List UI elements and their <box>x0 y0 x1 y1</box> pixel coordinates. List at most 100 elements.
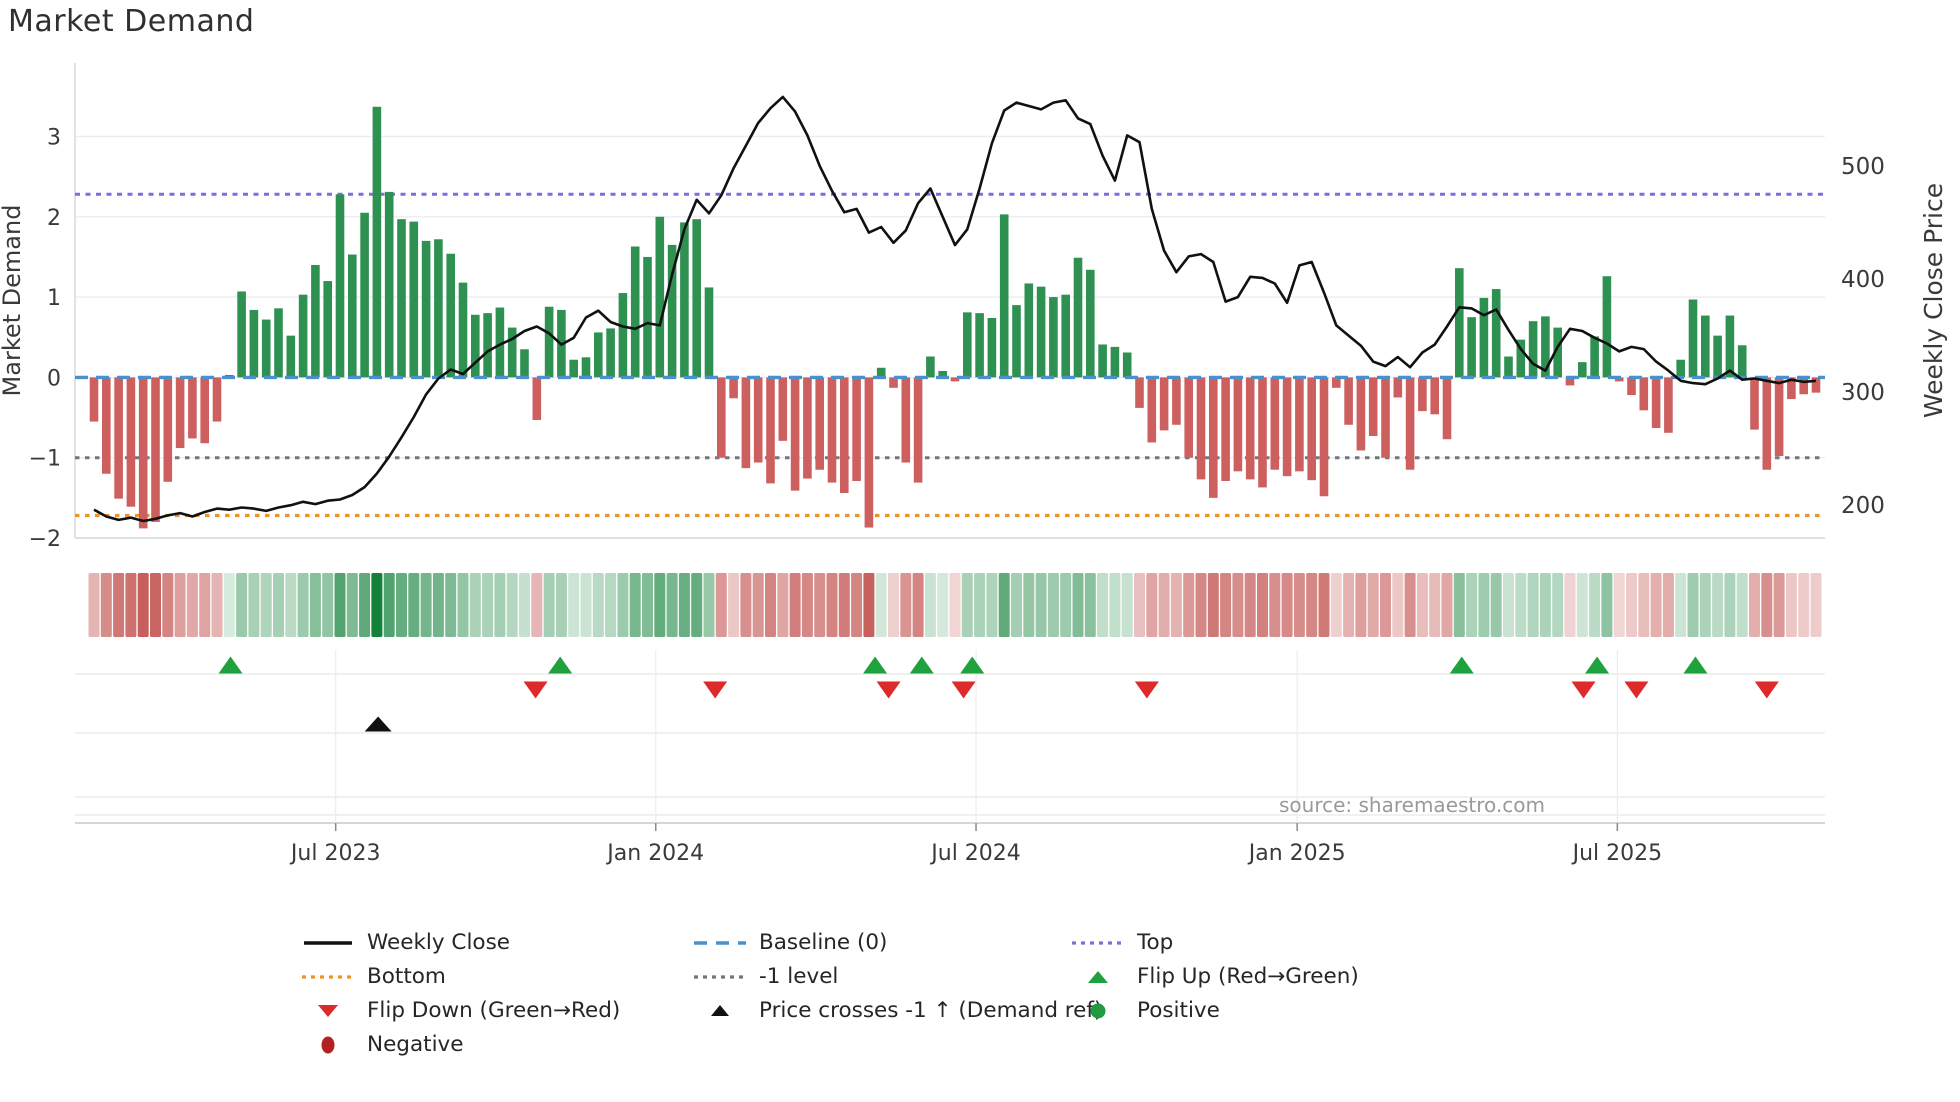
flip-up-marker <box>548 656 573 674</box>
x-tick-label: Jan 2025 <box>1247 841 1346 866</box>
heatmap-cell <box>1576 573 1588 637</box>
y-left-tick-label: 2 <box>47 206 61 231</box>
demand-bar <box>163 377 173 482</box>
demand-bar <box>1196 377 1206 480</box>
heatmap-cell <box>420 573 432 637</box>
legend-item: -1 level <box>692 964 1070 989</box>
heatmap-cell <box>924 573 936 637</box>
heatmap-cell <box>1207 573 1219 637</box>
demand-bar <box>926 356 935 378</box>
demand-bar <box>1295 377 1304 472</box>
heatmap-cell <box>875 573 887 637</box>
heatmap-cell <box>715 573 727 637</box>
heatmap-cell <box>1761 573 1773 637</box>
demand-bar <box>200 377 209 444</box>
demand-bar <box>532 377 542 420</box>
demand-bar <box>1578 362 1587 378</box>
demand-bar <box>89 377 99 422</box>
heatmap-cell <box>1503 573 1514 637</box>
legend-item: Top <box>1070 930 1359 955</box>
heatmap-cell <box>1097 573 1109 637</box>
demand-bar <box>1651 377 1661 428</box>
x-tick-label: Jul 2024 <box>929 841 1021 866</box>
demand-bar <box>1504 356 1513 378</box>
flip-down-marker <box>876 681 901 699</box>
heatmap-cell <box>1712 573 1724 637</box>
heatmap-cell <box>1060 573 1072 637</box>
demand-bar <box>1418 377 1427 412</box>
demand-bar <box>188 377 197 439</box>
heatmap-cell <box>1183 573 1195 637</box>
demand-bar <box>963 312 972 378</box>
chart-legend: Weekly Close Baseline (0) Top Bottom -1 leve… <box>300 930 1359 1066</box>
heatmap-cell <box>900 573 912 637</box>
heatmap-cell <box>1367 573 1379 637</box>
demand-bar <box>1282 377 1292 477</box>
heatmap-cell <box>1306 573 1318 637</box>
demand-bar <box>704 287 714 378</box>
demand-bar <box>815 377 824 470</box>
heatmap-cell <box>740 573 752 637</box>
demand-bar <box>1061 294 1070 378</box>
heatmap-cell <box>309 573 321 637</box>
heatmap-cell <box>888 573 899 637</box>
demand-bar <box>581 357 591 378</box>
heatmap-cell <box>211 573 223 637</box>
heatmap-cell <box>346 573 358 637</box>
demand-bar <box>1233 377 1243 472</box>
heatmap-cell <box>1269 573 1281 637</box>
demand-bar <box>1184 377 1193 458</box>
heatmap-cell <box>580 573 592 637</box>
heatmap-cell <box>1404 573 1416 637</box>
demand-bar <box>1701 315 1710 378</box>
demand-bar <box>1073 257 1083 378</box>
heatmap-cell <box>1343 573 1355 637</box>
y-left-tick-label: 3 <box>47 125 61 150</box>
demand-bar <box>1086 269 1095 378</box>
demand-bar <box>1036 286 1046 378</box>
heatmap-cell <box>666 573 678 637</box>
heatmap-cell <box>1023 573 1035 637</box>
heatmap-cell <box>150 573 161 637</box>
legend-label: Price crosses -1 ↑ (Demand ref) <box>759 998 1103 1023</box>
demand-bar <box>790 377 800 491</box>
heatmap-cell <box>1539 573 1551 637</box>
heatmap-cell <box>1478 573 1490 637</box>
demand-bar <box>1614 377 1624 382</box>
demand-bar <box>1012 305 1021 378</box>
heatmap-cell <box>1047 573 1059 637</box>
demand-bar <box>311 264 320 378</box>
heatmap-cell <box>1466 573 1478 637</box>
demand-bar <box>483 313 492 378</box>
heatmap-cell <box>1749 573 1760 637</box>
tri-up-green-legend-icon <box>1070 966 1126 988</box>
heatmap-cell <box>678 573 690 637</box>
demand-bar <box>1553 327 1562 378</box>
demand-bar <box>1307 377 1316 481</box>
heatmap-cell <box>1392 573 1404 637</box>
flip-up-marker <box>1683 656 1708 674</box>
demand-bar <box>1430 377 1439 415</box>
legend-label: Flip Down (Green→Red) <box>367 998 621 1023</box>
demand-bar <box>409 221 419 378</box>
x-tick-label: Jul 2025 <box>1571 841 1663 866</box>
heatmap-cell <box>1441 573 1453 637</box>
heatmap-cell <box>801 573 813 637</box>
heatmap-cell <box>728 573 740 637</box>
demand-bar <box>1750 377 1759 430</box>
demand-bar <box>840 377 849 494</box>
x-tick-label: Jan 2024 <box>605 841 704 866</box>
demand-bar <box>729 377 738 399</box>
demand-bar <box>864 377 874 528</box>
weekly-close-line <box>93 95 1817 523</box>
demand-bar <box>1405 377 1415 470</box>
heatmap-cell <box>408 573 420 637</box>
demand-bar <box>1368 377 1378 437</box>
demand-bar <box>212 377 222 422</box>
heatmap-cell <box>592 573 604 637</box>
heatmap-cell <box>125 573 137 637</box>
demand-bar <box>397 219 406 378</box>
heatmap-cell <box>186 573 198 637</box>
demand-bar <box>1602 276 1612 378</box>
demand-bar <box>1110 346 1120 378</box>
